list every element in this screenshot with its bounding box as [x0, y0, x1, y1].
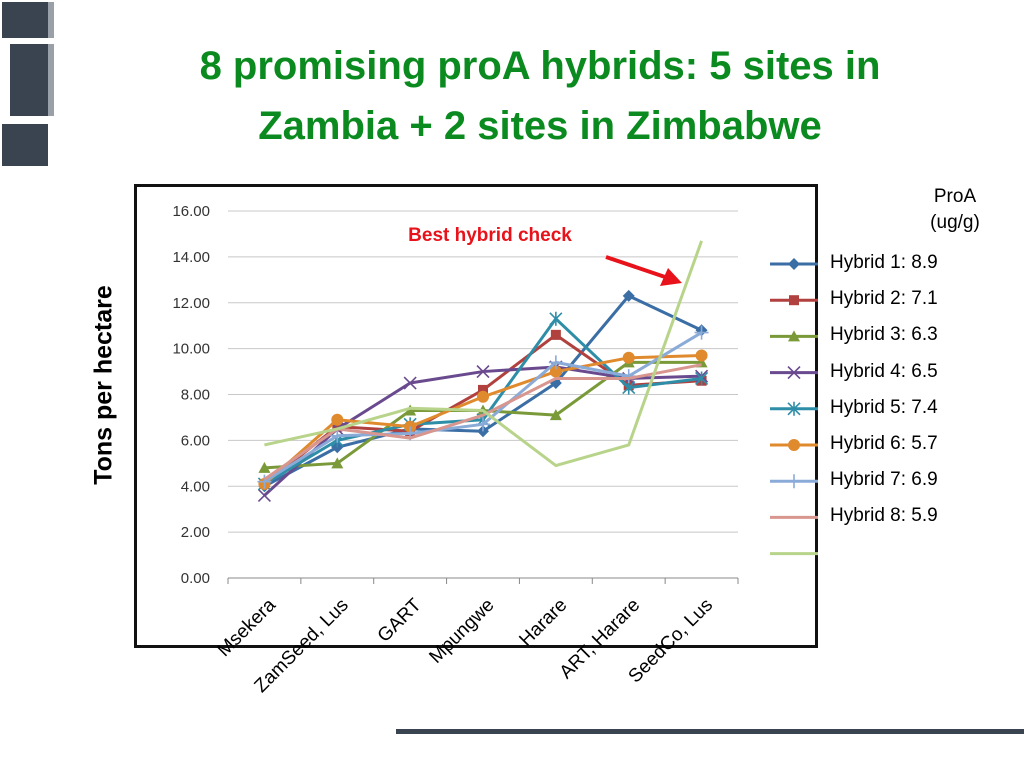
x-category-label: Mpungwe [425, 595, 498, 668]
data-point [258, 461, 271, 473]
y-tick-label: 0.00 [181, 570, 210, 587]
bottom-rule [396, 729, 1024, 734]
annotation-arrowhead [660, 268, 682, 286]
legend-marker [788, 258, 800, 270]
data-point [476, 417, 490, 432]
legend-label: Hybrid 1: 8.9 [830, 252, 938, 273]
data-point [695, 371, 709, 386]
data-point [477, 390, 489, 403]
annotation-arrow [605, 255, 669, 280]
legend-marker [787, 474, 801, 489]
y-tick-label: 8.00 [181, 387, 210, 404]
slide-title: 8 promising proA hybrids: 5 sites in Zam… [120, 36, 960, 156]
y-tick-label: 16.00 [172, 203, 210, 220]
x-category-label: GART [374, 594, 426, 646]
legend-label: Hybrid 2: 7.1 [830, 288, 938, 310]
x-category-label: Harare [515, 595, 571, 651]
data-point [257, 474, 272, 489]
y-tick-label: 2.00 [181, 524, 210, 541]
title-line-2: Zambia + 2 sites in Zimbabwe [258, 104, 822, 148]
legend-marker [787, 401, 801, 416]
data-point [549, 365, 562, 378]
legend-header-line-1: ProA [933, 186, 977, 207]
y-tick-label: 14.00 [172, 249, 210, 266]
legend-marker [788, 330, 800, 342]
data-point [622, 351, 635, 364]
legend-label: Hybrid 8: 5.9 [830, 505, 938, 527]
legend-label: Hybrid 5: 7.4 [830, 396, 938, 418]
x-category-label: Msekera [214, 594, 281, 661]
y-tick-label: 4.00 [181, 478, 210, 495]
data-point [332, 421, 343, 432]
annotation-label: Best hybrid check [408, 225, 572, 246]
data-point [476, 364, 490, 379]
legend-label: Hybrid 3: 6.3 [830, 324, 938, 346]
data-point [331, 457, 344, 469]
data-point [549, 311, 563, 326]
data-point [331, 413, 344, 426]
decorative-squares [2, 2, 54, 166]
legend-marker [789, 295, 799, 306]
data-point [330, 428, 345, 443]
data-point [549, 409, 562, 421]
data-point [694, 325, 709, 340]
legend-header: ProA (ug/g) [905, 184, 1005, 236]
legend-marker [787, 366, 801, 380]
data-point [622, 289, 635, 302]
y-tick-label: 6.00 [181, 432, 210, 449]
data-point [404, 404, 417, 416]
data-point [550, 329, 561, 340]
legend-label: Hybrid 4: 6.5 [830, 360, 938, 382]
legend-label: Hybrid 7: 6.9 [830, 469, 938, 491]
data-point [403, 376, 417, 390]
title-line-1: 8 promising proA hybrids: 5 sites in [199, 44, 881, 88]
legend-header-line-2: (ug/g) [930, 212, 980, 233]
legend-marker [788, 439, 800, 451]
data-point [548, 355, 563, 370]
data-point [695, 349, 708, 362]
y-tick-label: 10.00 [172, 341, 210, 358]
y-tick-label: 12.00 [172, 295, 210, 312]
legend-label: Hybrid 6: 5.7 [830, 433, 938, 454]
series-line-9 [264, 240, 703, 468]
data-point [257, 488, 271, 502]
data-point [478, 384, 488, 395]
